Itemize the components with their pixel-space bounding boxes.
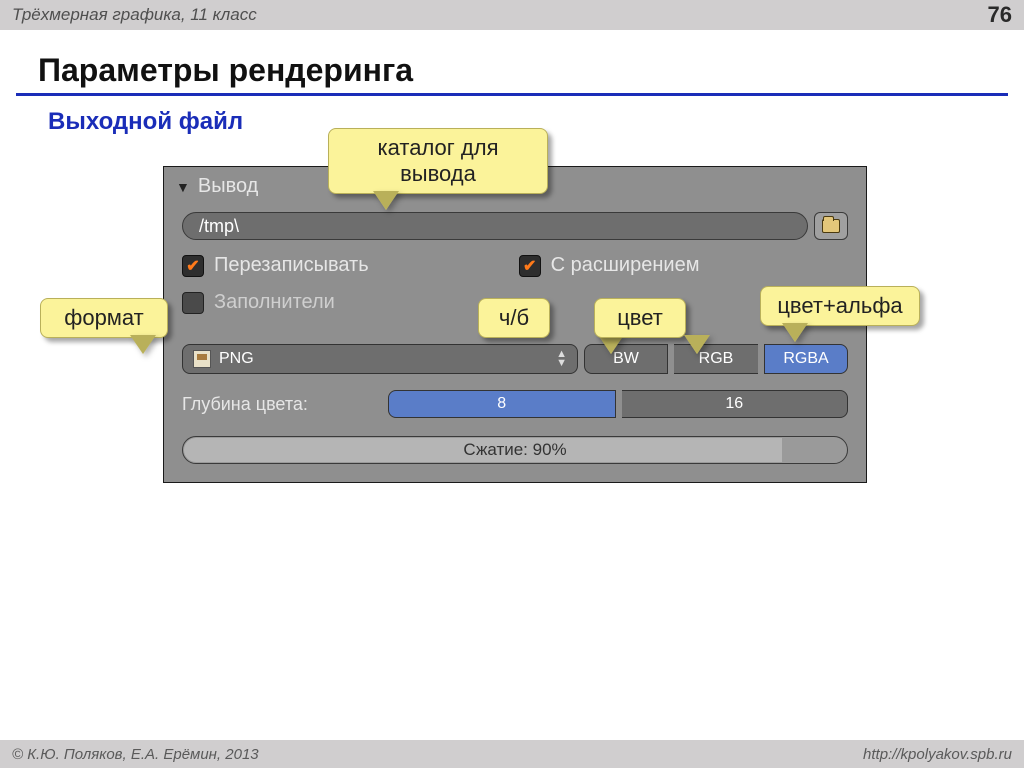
callout-format: формат: [40, 298, 168, 338]
footer-copyright: © К.Ю. Поляков, Е.А. Ерёмин, 2013: [12, 746, 259, 763]
compression-slider[interactable]: Сжатие: 90%: [182, 436, 848, 464]
title-rule: [16, 93, 1008, 96]
extension-checkbox-wrap[interactable]: ✔ С расширением: [519, 254, 700, 277]
placeholders-label: Заполнители: [214, 291, 335, 314]
extension-checkbox[interactable]: ✔: [519, 255, 541, 277]
format-value: PNG: [219, 350, 254, 368]
output-path-value: /tmp\: [199, 216, 239, 237]
slide-title: Параметры рендеринга: [38, 52, 1024, 89]
updown-icon: ▲▼: [556, 350, 567, 368]
callout-bw: ч/б: [478, 298, 550, 338]
footer-url: http://kpolyakov.spb.ru: [863, 746, 1012, 763]
course-label: Трёхмерная графика, 11 класс: [12, 5, 257, 25]
color-mode-rgba-button[interactable]: RGBA: [764, 344, 848, 374]
color-mode-bw-button[interactable]: BW: [584, 344, 668, 374]
compression-value: Сжатие: 90%: [463, 440, 566, 460]
callout-format-text: формат: [64, 305, 144, 330]
callout-color-alpha: цвет+альфа: [760, 286, 920, 326]
callout-bw-text: ч/б: [499, 305, 529, 330]
page-number: 76: [988, 2, 1012, 28]
depth-16-button[interactable]: 16: [622, 390, 849, 418]
collapse-triangle-icon[interactable]: ▼: [176, 179, 190, 195]
browse-button[interactable]: [814, 212, 848, 240]
format-select[interactable]: PNG ▲▼: [182, 344, 578, 374]
callout-catalog-text: каталог для вывода: [378, 135, 499, 186]
overwrite-label: Перезаписывать: [214, 254, 369, 277]
extension-label: С расширением: [551, 254, 700, 277]
callout-color-text: цвет: [617, 305, 663, 330]
callout-color: цвет: [594, 298, 686, 338]
overwrite-checkbox[interactable]: ✔: [182, 255, 204, 277]
image-file-icon: [193, 350, 211, 368]
color-depth-label: Глубина цвета:: [182, 394, 382, 415]
output-path-input[interactable]: /tmp\: [182, 212, 808, 240]
callout-catalog: каталог для вывода: [328, 128, 548, 194]
depth-8-button[interactable]: 8: [388, 390, 616, 418]
folder-icon: [822, 219, 840, 233]
callout-color-alpha-text: цвет+альфа: [777, 293, 902, 318]
top-bar: Трёхмерная графика, 11 класс 76: [0, 0, 1024, 30]
panel-header-label: Вывод: [198, 175, 258, 198]
placeholders-checkbox[interactable]: [182, 292, 204, 314]
overwrite-checkbox-wrap[interactable]: ✔ Перезаписывать: [182, 254, 369, 277]
footer: © К.Ю. Поляков, Е.А. Ерёмин, 2013 http:/…: [0, 740, 1024, 768]
